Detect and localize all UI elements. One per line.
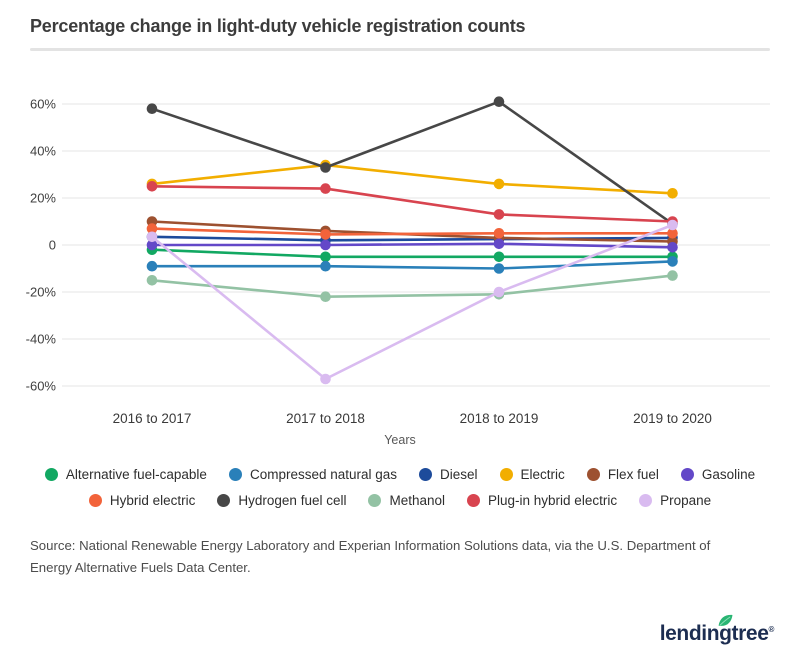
legend-row-1: Alternative fuel-capable Compressed natur… — [44, 467, 756, 482]
data-point-compressed-natural-gas — [667, 256, 678, 267]
data-point-electric — [493, 178, 505, 190]
series-line-alternative-fuel-capable — [151, 248, 673, 259]
legend-dot-alternative-fuel-capable — [44, 468, 58, 481]
data-point-propane — [667, 219, 678, 231]
data-point-plug-in-hybrid-electric — [146, 181, 158, 192]
data-point-electric — [667, 188, 678, 199]
data-point-plug-in-hybrid-electric — [493, 209, 505, 220]
legend-dot-electric — [499, 468, 513, 481]
data-point-alternative-fuel-capable — [493, 251, 505, 263]
legend-item-electric: Electric — [499, 467, 565, 482]
series-line-electric — [151, 163, 673, 195]
legend-dot-compressed-natural-gas — [228, 468, 242, 481]
legend-item-plug-in-hybrid-electric: Plug-in hybrid electric — [467, 493, 617, 508]
y-tick-label: 20% — [30, 191, 56, 206]
legend-label: Methanol — [389, 493, 446, 508]
y-tick-label: 0 — [49, 238, 56, 253]
x-category-label: 2019 to 2020 — [633, 411, 712, 426]
legend-label: Hybrid electric — [109, 493, 196, 508]
legend-label: Hydrogen fuel cell — [238, 493, 347, 508]
data-point-propane — [320, 373, 331, 385]
line-chart: 60% 40% 20% 0 -20% -40% -60% 2016 to 2017 2017 t… — [26, 96, 770, 447]
series-line-hydrogen-fuel-cell — [151, 100, 674, 225]
x-axis-title: Years — [384, 433, 416, 447]
legend-label: Compressed natural gas — [249, 467, 398, 482]
x-category-label: 2016 to 2017 — [113, 411, 192, 426]
series-line-compressed-natural-gas — [152, 260, 673, 270]
legend-dot-hybrid-electric — [88, 494, 102, 507]
legend-dot-plug-in-hybrid-electric — [467, 494, 481, 507]
legend-label: Flex fuel — [607, 467, 659, 482]
lendingtree-logo: lendingtree® — [659, 614, 775, 646]
series-line-methanol — [151, 274, 673, 299]
data-point-hybrid-electric — [667, 228, 678, 239]
data-point-hydrogen-fuel-cell — [320, 162, 331, 173]
legend-item-methanol: Methanol — [368, 493, 445, 508]
series-line-plug-in-hybrid-electric — [151, 185, 673, 223]
data-point-hybrid-electric — [146, 223, 158, 234]
data-point-compressed-natural-gas — [493, 263, 505, 274]
data-point-methanol — [320, 291, 331, 302]
logo-text: lendingtree — [659, 622, 769, 645]
data-point-hybrid-electric — [320, 229, 331, 240]
y-tick-label: -60% — [26, 379, 57, 394]
data-point-compressed-natural-gas — [320, 260, 331, 272]
legend-dot-methanol — [368, 494, 382, 507]
legend-label: Alternative fuel-capable — [65, 467, 207, 482]
legend-item-hydrogen-fuel-cell: Hydrogen fuel cell — [217, 493, 346, 508]
data-point-plug-in-hybrid-electric — [320, 183, 331, 194]
chart-area: 60% 40% 20% 0 -20% -40% -60% 2016 to 2017 2017 t… — [0, 55, 800, 453]
logo-registered-mark: ® — [768, 625, 775, 634]
page-title: Percentage change in light-duty vehicle … — [30, 16, 526, 36]
legend-item-alternative-fuel-capable: Alternative fuel-capable — [44, 467, 207, 482]
legend-dot-diesel — [419, 468, 433, 481]
data-point-methanol — [667, 270, 678, 281]
series-line-hybrid-electric — [151, 227, 673, 236]
y-tick-label: -20% — [26, 285, 57, 300]
series-line-gasoline — [152, 242, 673, 249]
legend-dot-hydrogen-fuel-cell — [217, 494, 231, 507]
source-note: Source: National Renewable Energy Labora… — [30, 538, 711, 575]
data-point-propane — [146, 231, 158, 243]
leaf-icon — [718, 614, 733, 626]
data-point-gasoline — [320, 239, 331, 251]
data-point-gasoline — [146, 239, 158, 251]
series-line-propane — [151, 223, 673, 381]
legend-label: Electric — [520, 467, 565, 482]
legend-dot-propane — [639, 494, 653, 507]
data-point-methanol — [146, 275, 158, 286]
legend-item-compressed-natural-gas: Compressed natural gas — [228, 467, 398, 482]
legend-item-diesel: Diesel — [419, 467, 478, 482]
legend-item-hybrid-electric: Hybrid electric — [88, 493, 196, 508]
data-point-hybrid-electric — [493, 228, 505, 239]
legend-dot-gasoline — [680, 468, 694, 481]
data-point-alternative-fuel-capable — [320, 251, 331, 263]
chart-legend: Alternative fuel-capable Compressed natur… — [0, 467, 800, 508]
legend-label: Gasoline — [701, 467, 756, 482]
legend-label: Propane — [660, 493, 712, 508]
data-point-propane — [493, 286, 505, 298]
legend-label: Diesel — [440, 467, 478, 482]
legend-item-gasoline: Gasoline — [680, 467, 756, 482]
legend-item-propane: Propane — [639, 493, 711, 508]
legend-item-flex-fuel: Flex fuel — [586, 467, 659, 482]
data-point-gasoline — [493, 238, 505, 250]
data-point-hydrogen-fuel-cell — [146, 103, 158, 114]
y-tick-label: 40% — [30, 144, 56, 159]
data-point-hydrogen-fuel-cell — [493, 96, 505, 107]
title-divider — [30, 48, 770, 51]
legend-row-2: Hybrid electric Hydrogen fuel cell Methano… — [88, 493, 711, 508]
y-tick-label: -40% — [26, 332, 57, 347]
x-category-label: 2017 to 2018 — [286, 411, 365, 426]
x-category-label: 2018 to 2019 — [460, 411, 539, 426]
legend-label: Plug-in hybrid electric — [488, 493, 618, 508]
data-point-compressed-natural-gas — [146, 260, 158, 272]
y-tick-label: 60% — [30, 97, 56, 112]
legend-dot-flex-fuel — [586, 468, 600, 481]
data-point-gasoline — [667, 242, 678, 253]
